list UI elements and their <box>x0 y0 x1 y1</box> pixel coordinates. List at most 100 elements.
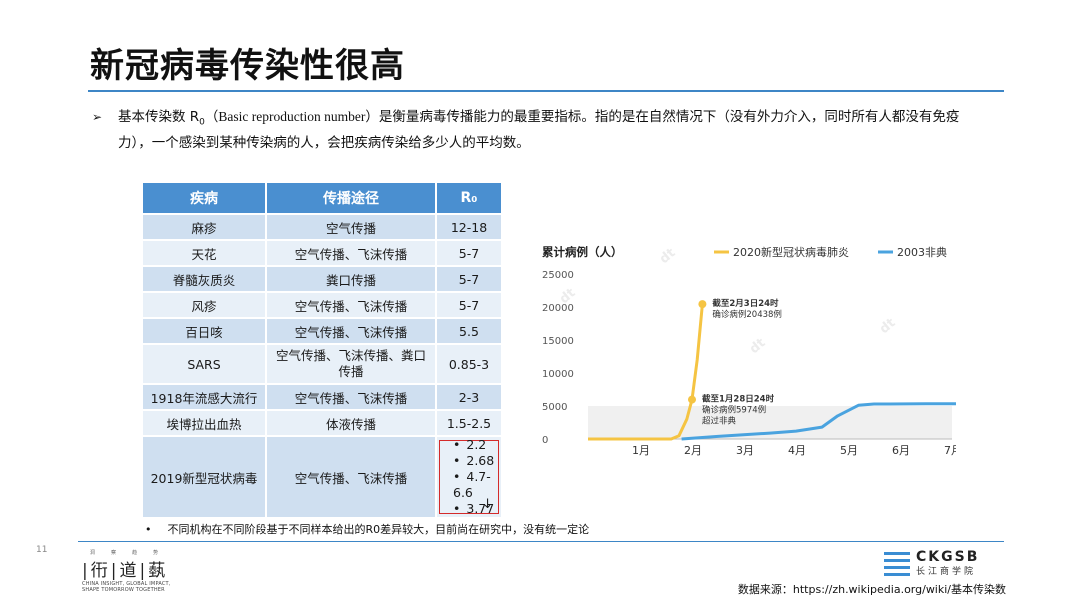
r0-estimates-list: 2.2 2.68 4.7-6.6 3.77 <box>441 437 497 517</box>
logo-tagline-2: SHAPE TOMORROW TOGETHER <box>82 587 165 593</box>
cell-disease: 麻疹 <box>143 215 267 241</box>
school-slogan-logo: 洞 察 趋 势 |衎|道|蓺 CHINA INSIGHT, GLOBAL IMP… <box>82 549 171 593</box>
ckgsb-cn-name: 长江商学院 <box>916 567 977 577</box>
x-tick-label: 3月 <box>736 444 754 457</box>
x-tick-label: 7月 <box>944 444 956 457</box>
cell-disease: 2019新型冠状病毒 <box>143 437 267 519</box>
y-tick-label: 20000 <box>542 303 574 314</box>
page-title: 新冠病毒传染性很高 <box>90 46 405 86</box>
table-row: 麻疹 空气传播 12-18 <box>143 215 503 241</box>
cell-r0: 5-7 <box>437 241 503 267</box>
logo-big-chars: |衎|道|蓺 <box>82 561 169 581</box>
ckgsb-name: CKGSB <box>916 549 980 565</box>
x-tick-label: 6月 <box>892 444 910 457</box>
table-header-row: 疾病 传播途径 R₀ <box>143 183 503 215</box>
cell-disease: 1918年流感大流行 <box>143 385 267 411</box>
table-row: 天花 空气传播、飞沫传播 5-7 <box>143 241 503 267</box>
cell-r0: 0.85-3 <box>437 345 503 385</box>
table-row-covid: 2019新型冠状病毒 空气传播、飞沫传播 2.2 2.68 4.7-6.6 3.… <box>143 437 503 519</box>
cell-r0: 1.5-2.5 <box>437 411 503 437</box>
footer-divider <box>78 541 1004 542</box>
intro-part1: 基本传染数 R <box>118 109 200 125</box>
x-tick-label: 4月 <box>788 444 806 457</box>
ckgsb-logo: CKGSB 长江商学院 <box>884 550 979 577</box>
cell-route: 空气传播、飞沫传播 <box>267 241 437 267</box>
cell-r0: 2-3 <box>437 385 503 411</box>
cases-chart: dt dt dt dt 累计病例（人） 2020新型冠状病毒肺炎 2003非典 … <box>534 234 956 464</box>
y-axis: 0 5000 10000 15000 20000 25000 <box>542 270 574 446</box>
cell-disease: 埃博拉出血热 <box>143 411 267 437</box>
r0-estimate: 4.7-6.6 <box>453 469 497 501</box>
title-divider <box>88 90 1004 92</box>
intro-text: 基本传染数 R0（Basic reproduction number）是衡量病毒… <box>92 107 992 153</box>
x-tick-label: 2月 <box>684 444 702 457</box>
table-row: 百日咳 空气传播、飞沫传播 5.5 <box>143 319 503 345</box>
table-row: 脊髓灰质炎 粪口传播 5-7 <box>143 267 503 293</box>
cell-route: 粪口传播 <box>267 267 437 293</box>
r0-estimate: 2.68 <box>453 453 497 469</box>
table-row: 风疹 空气传播、飞沫传播 5-7 <box>143 293 503 319</box>
logo-small-char: 趋 <box>132 550 138 556</box>
header-disease: 疾病 <box>143 183 267 215</box>
annotation-label: 确诊病例20438例 <box>712 309 782 320</box>
y-tick-label: 15000 <box>542 336 574 347</box>
cell-route: 空气传播、飞沫传播 <box>267 385 437 411</box>
annotation-label: 超过非典 <box>702 416 737 427</box>
legend-label-sars: 2003非典 <box>897 245 947 259</box>
intro-bullet: ➢ 基本传染数 R0（Basic reproduction number）是衡量… <box>92 107 992 153</box>
cell-disease: 天花 <box>143 241 267 267</box>
cell-route: 空气传播、飞沫传播 <box>267 319 437 345</box>
footnote-bullet: • <box>145 523 152 536</box>
data-source: 数据来源：https://zh.wikipedia.org/wiki/基本传染数 <box>737 583 1006 596</box>
cell-r0-covid: 2.2 2.68 4.7-6.6 3.77 ↓ <box>437 437 503 519</box>
ckgsb-mark-icon <box>884 551 910 576</box>
x-axis: 1月 2月 3月 4月 5月 6月 7月 <box>632 444 956 457</box>
annotation-label: 确诊病例5974例 <box>702 405 766 416</box>
header-r0: R₀ <box>437 183 503 215</box>
intro-subscript: 0 <box>199 117 205 128</box>
r0-estimate: 3.77 <box>453 501 497 517</box>
y-tick-label: 0 <box>542 435 548 446</box>
cell-disease: 脊髓灰质炎 <box>143 267 267 293</box>
y-tick-label: 5000 <box>542 402 567 413</box>
x-tick-label: 1月 <box>632 444 650 457</box>
intro-part2: 是衡量病毒传播能力的最重要指标。指的是在自然情况下（没有外力介入，同时所有人都没… <box>118 109 960 151</box>
cell-route: 体液传播 <box>267 411 437 437</box>
cell-disease: 风疹 <box>143 293 267 319</box>
cell-r0: 5-7 <box>437 293 503 319</box>
annotation-point <box>698 300 707 309</box>
y-tick-label: 10000 <box>542 369 574 380</box>
logo-small-char: 洞 <box>90 550 96 556</box>
logo-small-char: 察 <box>111 550 117 556</box>
cell-r0: 5-7 <box>437 267 503 293</box>
logo-small-char: 势 <box>153 550 159 556</box>
cell-r0: 12-18 <box>437 215 503 241</box>
header-route: 传播途径 <box>267 183 437 215</box>
logo-small-chars: 洞 察 趋 势 <box>82 549 171 556</box>
footnote-text: 不同机构在不同阶段基于不同样本给出的R0差异较大，目前尚在研究中，没有统一定论 <box>167 523 590 536</box>
cell-disease: SARS <box>143 345 267 385</box>
logo-char: 蓺 <box>148 561 169 581</box>
annotation-point <box>688 395 696 404</box>
x-tick-label: 5月 <box>840 444 858 457</box>
r0-estimate: 2.2 <box>453 437 497 453</box>
series-line-covid <box>588 303 704 441</box>
cell-route: 空气传播、飞沫传播、粪口传播 <box>267 345 437 385</box>
cell-route: 空气传播、飞沫传播 <box>267 293 437 319</box>
page-number: 11 <box>36 545 48 555</box>
series-line-sars <box>681 402 956 441</box>
logo-char: 衎 <box>90 561 111 581</box>
footnote: • 不同机构在不同阶段基于不同样本给出的R0差异较大，目前尚在研究中，没有统一定论 <box>145 521 589 537</box>
chart-title: 累计病例（人） <box>542 245 623 259</box>
cell-r0: 5.5 <box>437 319 503 345</box>
table-row: 埃博拉出血热 体液传播 1.5-2.5 <box>143 411 503 437</box>
cell-route: 空气传播、飞沫传播 <box>267 437 437 519</box>
legend-label-covid: 2020新型冠状病毒肺炎 <box>733 245 849 259</box>
down-arrow-icon: ↓ <box>482 497 493 512</box>
table-row: SARS 空气传播、飞沫传播、粪口传播 0.85-3 <box>143 345 503 385</box>
annotation-label: 截至2月3日24时 <box>712 298 779 309</box>
cell-disease: 百日咳 <box>143 319 267 345</box>
cell-route: 空气传播 <box>267 215 437 241</box>
annotation-label: 截至1月28日24时 <box>702 394 775 405</box>
intro-english: （Basic reproduction number） <box>204 109 379 124</box>
